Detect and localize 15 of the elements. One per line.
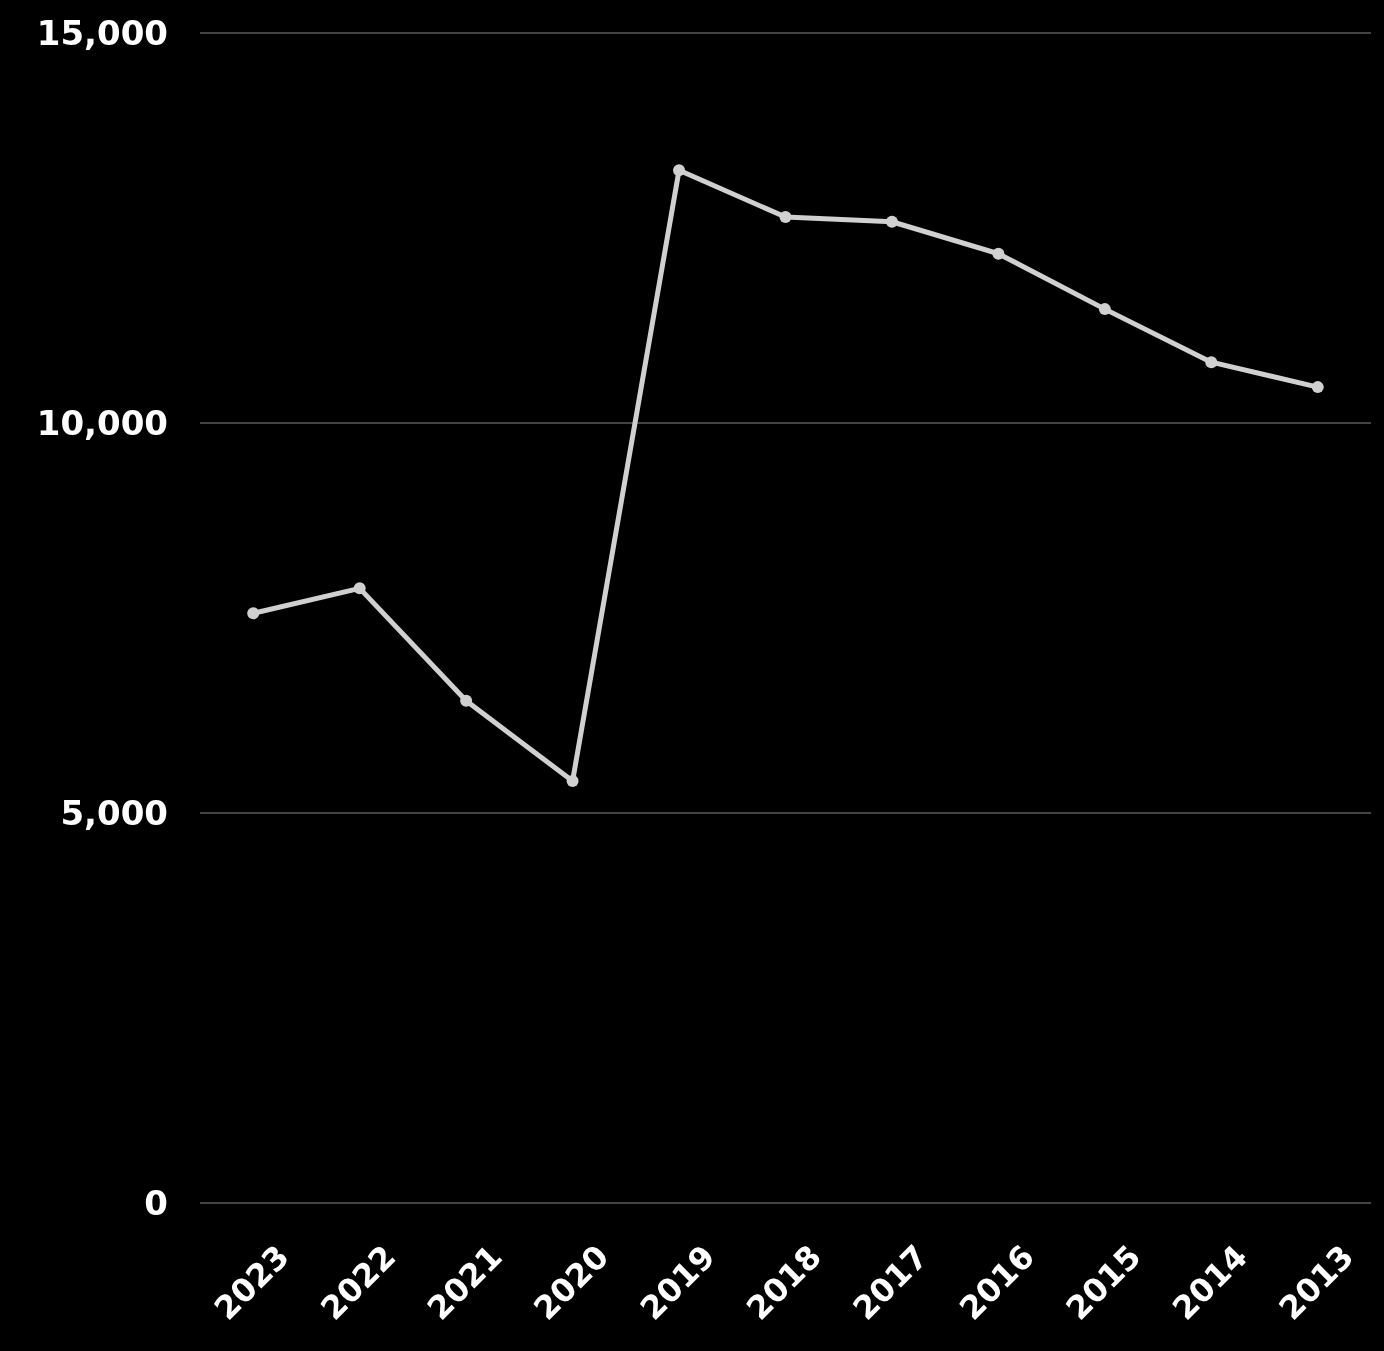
point	[247, 607, 260, 620]
point	[992, 247, 1005, 260]
y-tick-label: 0	[144, 1182, 168, 1223]
point	[460, 694, 473, 707]
y-tick-label: 5,000	[60, 792, 168, 833]
point	[779, 211, 792, 224]
point	[673, 164, 686, 177]
point	[1098, 303, 1111, 316]
point	[1205, 356, 1218, 369]
point	[885, 215, 898, 228]
point	[566, 775, 579, 788]
y-tick-label: 15,000	[36, 12, 168, 53]
y-tick-label: 10,000	[36, 402, 168, 443]
point	[353, 582, 366, 595]
point	[1311, 381, 1324, 394]
